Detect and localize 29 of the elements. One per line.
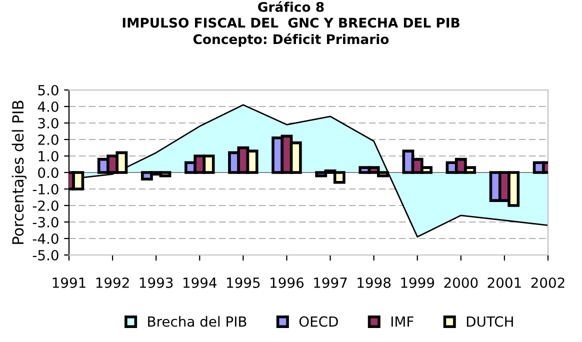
x-tick-label: 1998 [358, 277, 391, 288]
x-tick-label: 1991 [52, 277, 86, 288]
x-tick-label: 1999 [401, 277, 434, 288]
x-tick-label: 1993 [140, 277, 173, 288]
legend-label: IMF [391, 316, 414, 327]
legend-label: DUTCH [466, 316, 513, 327]
y-tick-label: -4.0 [32, 233, 58, 244]
y-tick-label: 4.0 [38, 101, 58, 112]
legend-label: OECD [299, 316, 338, 327]
x-tick-label: 2001 [488, 277, 521, 288]
y-tick-label: 1.0 [38, 150, 58, 162]
x-tick-label: 2000 [444, 277, 478, 288]
y-tick-label: 0.0 [38, 167, 58, 178]
x-tick-label: 1994 [183, 277, 217, 288]
x-tick-label: 1997 [314, 277, 347, 288]
chart-title: Gráfico 8 IMPULSO FISCAL DEL GNC Y BRECHA DEL PIB Concepto: Déficit Primario [122, 1, 460, 47]
y-tick-label: -3.0 [32, 216, 58, 228]
x-tick-label: 1995 [227, 277, 260, 288]
y-tick-label: 2.0 [38, 134, 58, 145]
y-tick-label: 5.0 [38, 84, 58, 96]
y-tick-label: 3.0 [38, 118, 58, 128]
y-tick-label: -5.0 [32, 250, 58, 260]
x-tick-label: 1992 [96, 277, 129, 288]
x-tick-label: 2002 [531, 277, 564, 288]
y-axis-title: Porcentajes del PIB [12, 100, 27, 244]
y-tick-label: -1.0 [32, 184, 58, 194]
x-tick-label: 1996 [270, 277, 304, 288]
legend-label: Brecha del PIB [148, 316, 246, 327]
y-tick-label: -2.0 [32, 200, 58, 211]
